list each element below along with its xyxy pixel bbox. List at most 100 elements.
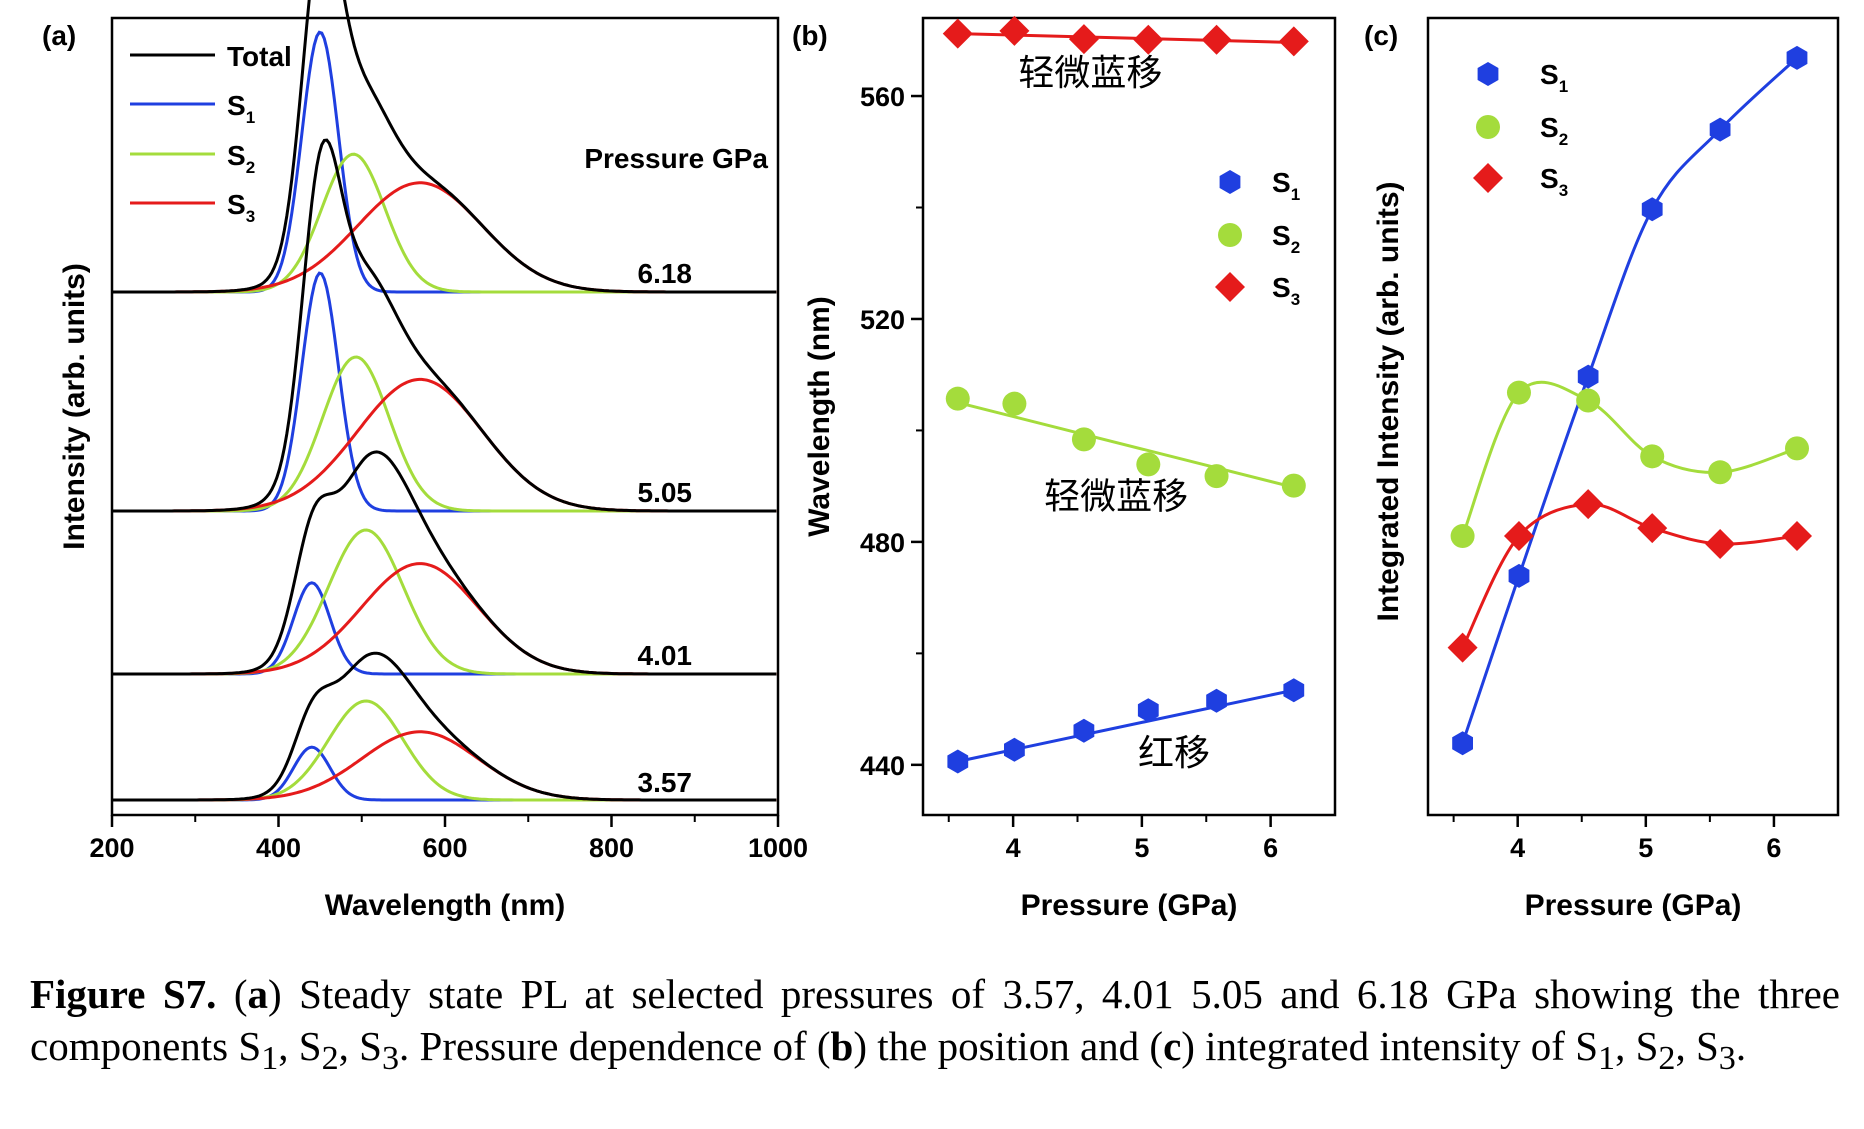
caption-ref-a: a (247, 971, 268, 1017)
data-point (1786, 45, 1808, 70)
caption-sub: 2 (321, 1040, 339, 1078)
legend-label: S2 (1272, 220, 1300, 257)
data-point (1137, 698, 1159, 723)
legend-marker (1477, 62, 1499, 86)
data-point (1705, 529, 1736, 560)
series-line-total (112, 450, 777, 676)
caption-text: ( (233, 971, 248, 1017)
panel-b-label: (b) (792, 20, 828, 51)
caption-text: ) Steady state PL at selected pressures … (30, 971, 1840, 1069)
legend-label: S1 (1540, 59, 1568, 96)
fit-curve (1461, 380, 1798, 537)
data-point (1576, 388, 1601, 413)
data-point (1640, 444, 1665, 469)
data-point (1201, 24, 1232, 55)
y-axis-title: Intensity (arb. units) (58, 263, 91, 550)
caption-text: . Pressure dependence of ( (399, 1023, 831, 1069)
y-tick-label: 480 (860, 528, 905, 558)
caption-sub: 1 (1598, 1040, 1616, 1078)
caption-title: Figure S7. (30, 971, 217, 1017)
data-point (1283, 678, 1305, 703)
data-point (1206, 688, 1227, 713)
x-tick-label: 600 (422, 833, 467, 863)
caption-text: . (1735, 1023, 1747, 1069)
data-point (1447, 632, 1478, 663)
data-point (1073, 718, 1095, 743)
x-tick-label: 4 (1006, 833, 1021, 863)
legend-label: S3 (1272, 272, 1300, 309)
panel-a-label: (a) (42, 20, 76, 51)
data-point (1708, 460, 1733, 485)
legend-marker (1219, 170, 1241, 194)
data-point (1133, 24, 1164, 55)
caption-sub: 2 (1658, 1040, 1676, 1078)
annotation: 轻微蓝移 (1018, 52, 1162, 93)
legend-label: S3 (227, 189, 255, 226)
data-point (1709, 117, 1731, 142)
legend-marker (1476, 115, 1500, 139)
y-tick-label: 440 (860, 751, 905, 781)
caption-ref-b: b (830, 1023, 854, 1069)
data-point (1782, 521, 1812, 552)
caption-sub: 3 (1718, 1040, 1736, 1078)
series-line-total (112, 0, 777, 294)
data-point (1641, 197, 1663, 222)
data-point (1508, 563, 1530, 588)
x-tick-label: 800 (589, 833, 634, 863)
x-tick-label: 6 (1263, 833, 1278, 863)
data-point (1577, 364, 1599, 389)
data-point (1068, 24, 1099, 55)
caption-text: ) the position and ( (853, 1023, 1164, 1069)
data-point (945, 386, 970, 411)
caption-ref-c: c (1163, 1023, 1182, 1069)
caption-sub: 3 (381, 1040, 400, 1078)
y-tick-label: 560 (860, 82, 905, 112)
pressure-label: 5.05 (638, 477, 693, 508)
legend-marker (1218, 223, 1242, 247)
legend-label: S2 (227, 140, 255, 177)
data-point (1573, 489, 1604, 520)
data-point (999, 15, 1030, 46)
data-point (1004, 737, 1025, 762)
figure: (a) 200 400 600 800 1000 Wavelength (nm) Intens… (42, 0, 1840, 922)
caption-text: , S (278, 1023, 322, 1069)
legend-marker (1473, 163, 1503, 193)
caption-text: ) integrated intensity of S (1181, 1023, 1599, 1069)
pressure-label: 4.01 (638, 640, 693, 671)
caption-text: , S (1675, 1023, 1719, 1069)
x-tick-label: 5 (1638, 833, 1653, 863)
pressure-label: 3.57 (638, 767, 693, 798)
pressure-label: 6.18 (638, 258, 693, 289)
data-point (1204, 464, 1229, 489)
data-point (1503, 521, 1534, 552)
panel-c-axes (1426, 16, 1840, 817)
figure-caption: Figure S7. (a) Steady state PL at select… (30, 968, 1840, 1085)
data-point (1281, 473, 1306, 498)
data-point (1136, 452, 1161, 477)
x-tick-label: 4 (1510, 833, 1525, 863)
series-line-total (112, 651, 777, 802)
caption-text: , S (1615, 1023, 1659, 1069)
x-axis-title: Wavelength (nm) (325, 889, 566, 922)
data-point (1506, 380, 1531, 405)
fit-line (957, 401, 1295, 489)
legend-label: S1 (1272, 167, 1300, 204)
legend-label: Total (227, 41, 292, 72)
series-line-s1 (112, 271, 777, 513)
data-point (1637, 513, 1668, 544)
y-axis-title: Wavelength (nm) (803, 296, 836, 537)
data-point (1452, 731, 1473, 756)
data-point (1071, 427, 1096, 452)
legend-label: S1 (227, 90, 255, 127)
data-point (1002, 391, 1027, 416)
legend-marker (1215, 272, 1245, 302)
annotation: 红移 (1138, 732, 1210, 773)
x-tick-label: 400 (256, 833, 301, 863)
panel-a-axes (110, 16, 780, 817)
legend-label: S3 (1540, 163, 1568, 200)
x-axis-title: Pressure (GPa) (1021, 889, 1238, 922)
x-tick-label: 6 (1766, 833, 1781, 863)
x-tick-label: 5 (1134, 833, 1149, 863)
data-point (947, 749, 969, 774)
legend-label: S2 (1540, 112, 1568, 149)
